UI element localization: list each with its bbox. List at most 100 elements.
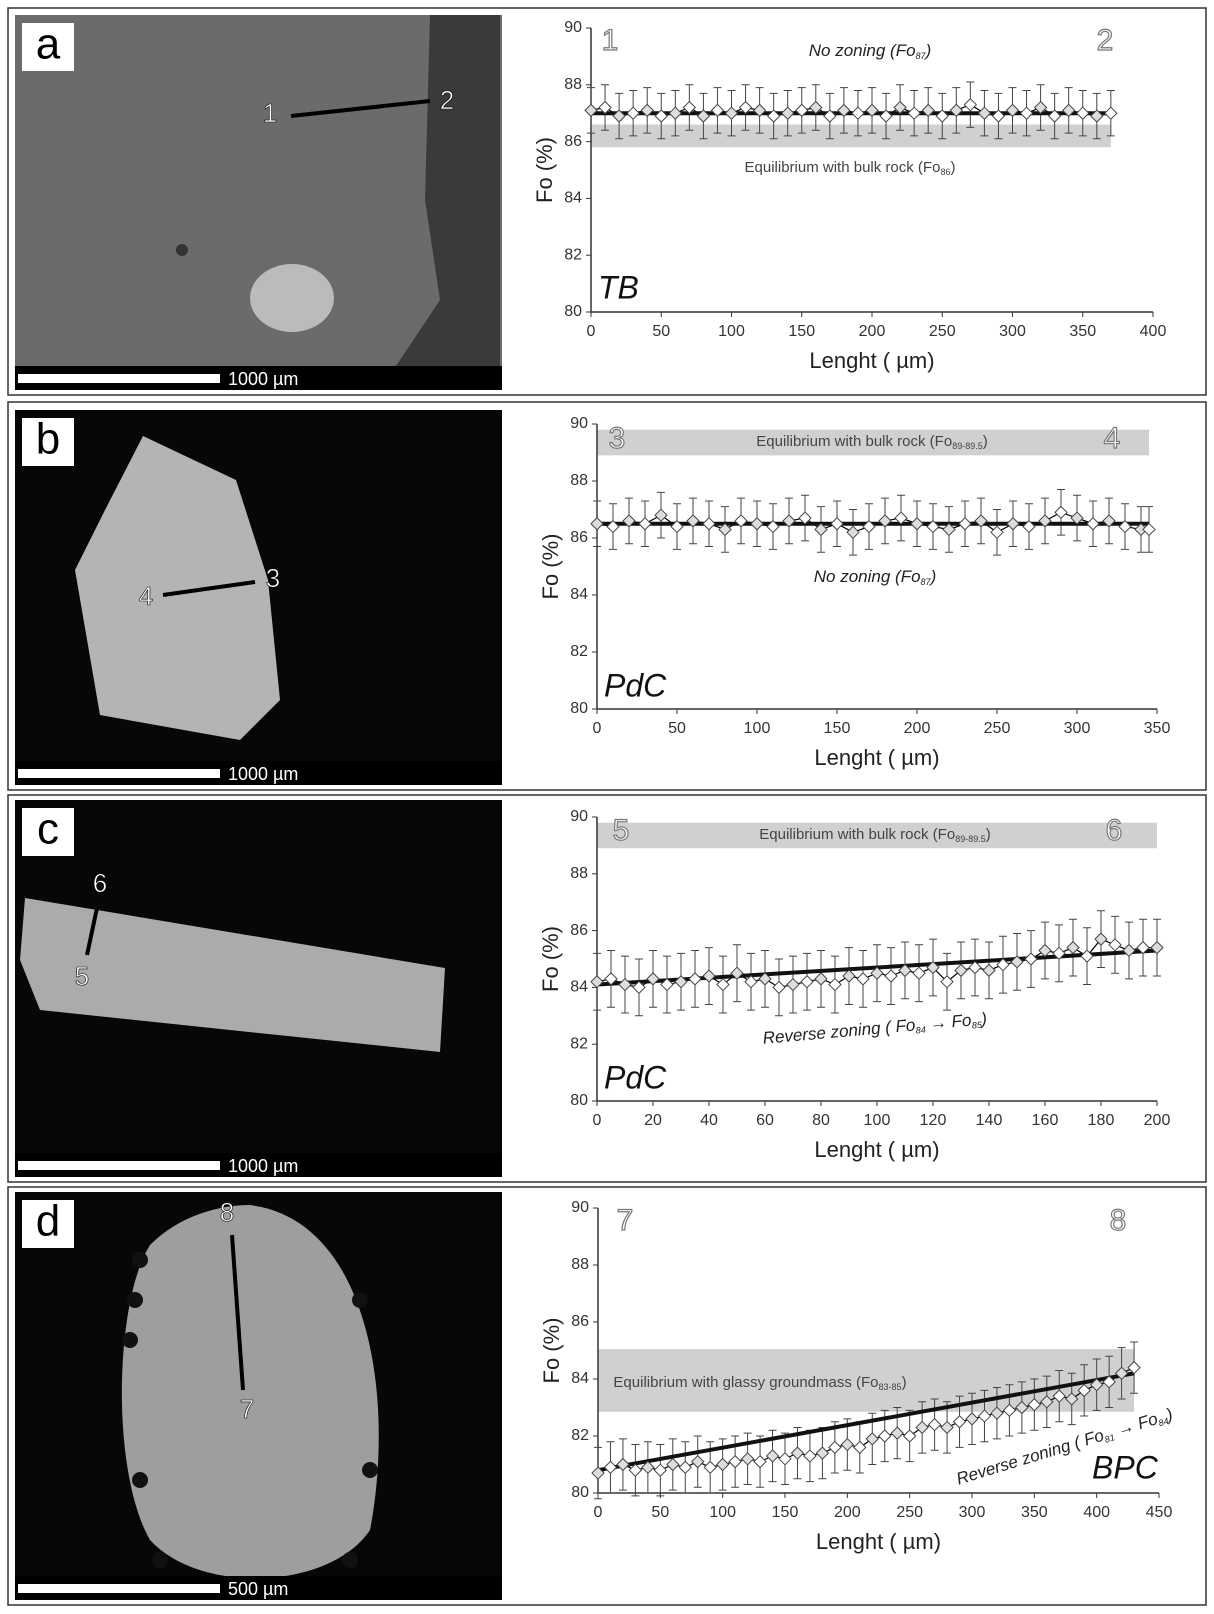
- x-tick-label: 400: [1083, 1504, 1110, 1521]
- band-label-part: ): [902, 1374, 907, 1391]
- data-point: [1038, 514, 1052, 528]
- data-point: [1015, 1400, 1029, 1415]
- data-point: [996, 957, 1010, 972]
- band-label-part: 89-89.5: [955, 834, 986, 844]
- data-point: [840, 1437, 855, 1452]
- data-point: [1086, 517, 1100, 531]
- scale-label: 500 µm: [228, 1579, 288, 1599]
- data-point: [590, 517, 604, 531]
- data-point: [1102, 514, 1116, 528]
- data-point: [626, 106, 640, 120]
- y-axis-title: Fo (%): [532, 137, 557, 203]
- data-point: [1108, 938, 1122, 952]
- site-label: BPC: [1092, 1449, 1159, 1485]
- data-point: [670, 519, 684, 534]
- data-point: [702, 969, 716, 983]
- data-point: [809, 100, 823, 115]
- x-tick-label: 300: [959, 1504, 986, 1521]
- site-label: PdC: [604, 1059, 667, 1095]
- y-tick-label: 80: [571, 1484, 589, 1501]
- annotation-part: → Fo: [924, 1011, 972, 1034]
- x-axis-title: Lenght ( µm): [816, 1529, 941, 1554]
- annotation-part: No zoning (Fo: [809, 41, 916, 60]
- data-point: [1006, 517, 1020, 531]
- data-point: [718, 522, 732, 537]
- data-point: [780, 106, 795, 120]
- band-label: Equilibrium with bulk rock (Fo86): [745, 159, 956, 177]
- data-point: [696, 109, 711, 123]
- data-point: [977, 106, 992, 120]
- scale-bar: [18, 1584, 220, 1593]
- y-tick-label: 84: [570, 586, 588, 603]
- data-point: [800, 975, 814, 989]
- point-label: 8: [220, 1197, 234, 1227]
- data-point: [1065, 1392, 1079, 1406]
- data-point: [640, 103, 654, 118]
- panel-letter: d: [36, 1197, 60, 1246]
- x-tick-label: 150: [772, 1504, 799, 1521]
- data-point: [678, 1460, 692, 1475]
- letter-box: [22, 1200, 74, 1248]
- crystal: [121, 1205, 379, 1579]
- data-point: [1077, 1383, 1091, 1398]
- band-label-part: Equilibrium with glassy groundmass (Fo: [613, 1374, 878, 1391]
- data-point: [715, 1457, 730, 1472]
- x-tick-label: 100: [864, 1112, 891, 1129]
- x-tick-label: 0: [593, 1112, 602, 1129]
- profile-line: [162, 580, 256, 597]
- annotation-part: 81: [1104, 1433, 1117, 1445]
- data-point: [1118, 519, 1132, 534]
- annotation-part: Reverse zoning ( Fo: [762, 1016, 916, 1048]
- band-label: Equilibrium with bulk rock (Fo89-89.5): [759, 826, 990, 844]
- x-tick-label: 160: [1032, 1112, 1059, 1129]
- end-label: 5: [613, 814, 630, 847]
- data-point: [604, 972, 618, 986]
- data-point: [910, 517, 924, 531]
- profile-line: [290, 99, 431, 118]
- scale-label: 1000 µm: [228, 1156, 298, 1176]
- data-point: [1104, 106, 1118, 120]
- y-tick-label: 80: [564, 303, 582, 320]
- data-point: [935, 109, 949, 123]
- equilibrium-band: [597, 429, 1149, 456]
- data-point: [977, 1409, 992, 1423]
- data-point: [890, 1426, 904, 1440]
- data-point: [846, 525, 860, 540]
- data-point: [1080, 949, 1094, 963]
- data-point: [765, 1449, 780, 1463]
- data-point: [1089, 1377, 1104, 1392]
- equilibrium-band: [591, 124, 1111, 148]
- y-tick-label: 82: [570, 1035, 588, 1052]
- data-point: [668, 106, 683, 120]
- y-tick-label: 84: [564, 190, 582, 207]
- data-point: [803, 1449, 817, 1463]
- scale-bar: [18, 1161, 220, 1170]
- x-tick-label: 350: [1144, 720, 1171, 737]
- x-tick-label: 50: [652, 323, 670, 340]
- x-tick-label: 50: [668, 720, 686, 737]
- x-tick-label: 250: [984, 720, 1011, 737]
- data-point: [1122, 943, 1136, 958]
- x-tick-label: 0: [587, 323, 596, 340]
- crystal: [20, 898, 445, 1052]
- annotation-part: → Fo: [1110, 1410, 1160, 1442]
- data-point: [606, 519, 620, 534]
- data-point: [738, 100, 753, 115]
- vesicle: [132, 1252, 148, 1268]
- data-point: [1127, 1360, 1141, 1375]
- end-label: 1: [602, 24, 619, 57]
- x-tick-label: 180: [1088, 1112, 1115, 1129]
- data-point: [1033, 100, 1048, 115]
- y-tick-label: 84: [571, 1370, 589, 1387]
- data-point: [982, 963, 996, 978]
- data-point: [921, 103, 935, 118]
- data-point: [898, 963, 912, 978]
- data-point: [963, 97, 978, 112]
- data-point: [758, 972, 772, 986]
- data-point: [674, 975, 688, 989]
- data-point: [724, 106, 739, 120]
- trend-line: [597, 1371, 1135, 1473]
- data-point: [974, 514, 988, 528]
- vesicle: [152, 1552, 168, 1568]
- data-point: [1136, 940, 1150, 955]
